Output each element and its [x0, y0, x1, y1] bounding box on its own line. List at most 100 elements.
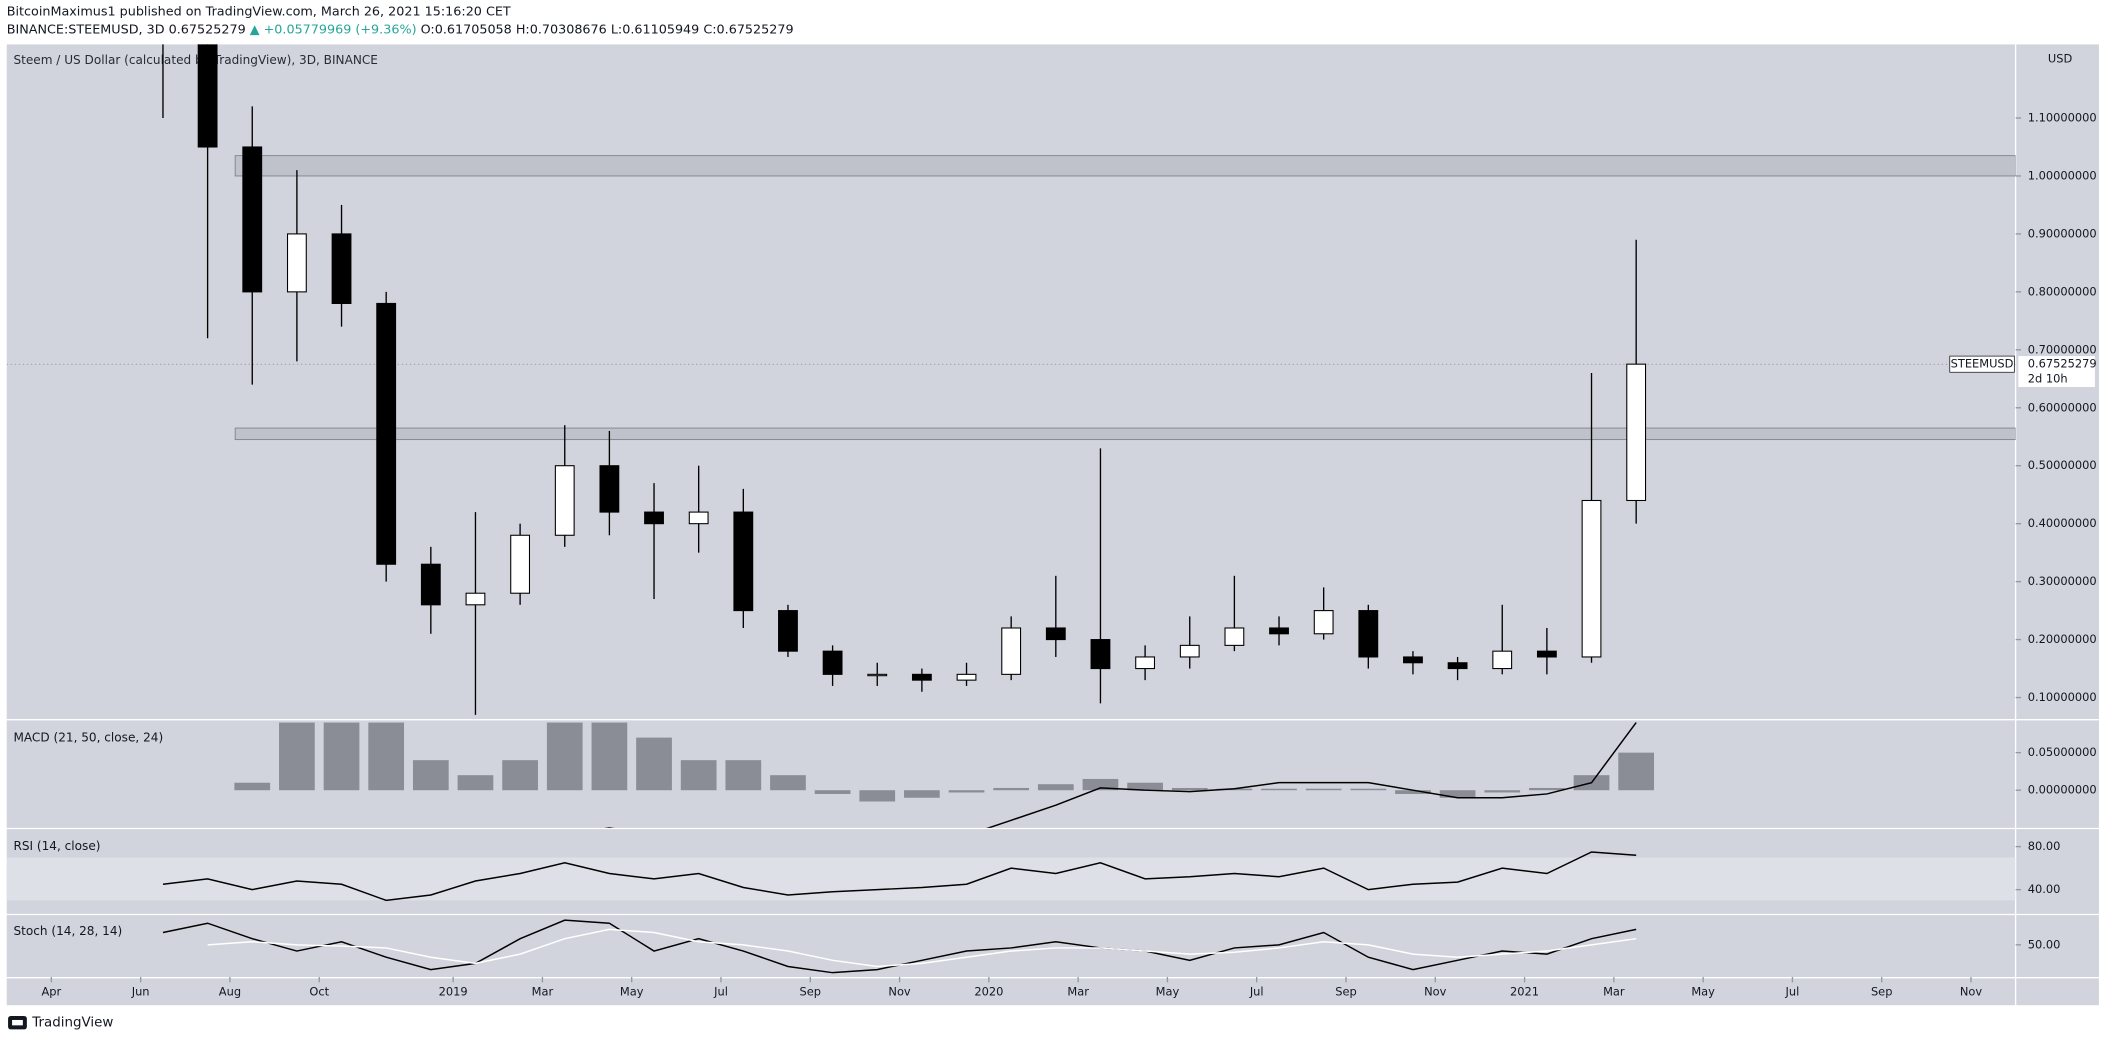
macd-histogram-bar [234, 782, 271, 791]
macd-histogram-bar [502, 760, 538, 791]
x-tick-label: 2020 [974, 984, 1003, 998]
x-tick-label: Mar [532, 984, 554, 998]
macd-histogram-bar [1037, 784, 1074, 791]
candle-body [1045, 627, 1066, 641]
x-tick-label: Nov [1960, 984, 1983, 998]
indicator-line [207, 928, 1637, 968]
macd-histogram-bar [1127, 782, 1163, 791]
pane-title: Stoch (14, 28, 14) [13, 924, 122, 938]
candle-body [688, 511, 709, 525]
candle-body [1626, 363, 1647, 502]
macd-histogram-bar [770, 775, 806, 791]
x-tick-label: Jul [713, 984, 728, 998]
y-tick-label: 0.20000000 [2028, 632, 2097, 646]
macd-histogram-bar [1305, 788, 1342, 791]
x-tick-label: Apr [41, 984, 61, 998]
candle-body [376, 302, 397, 565]
y-tick-label: 1.10000000 [2028, 111, 2097, 125]
candle-body [1358, 610, 1379, 658]
rsi-band [6, 857, 2016, 901]
macd-histogram-bar [725, 760, 762, 791]
candle-body [286, 233, 307, 293]
macd-histogram-bar [814, 790, 851, 794]
x-tick-label: Aug [219, 984, 241, 998]
last-price-symbol: STEEMUSD [1951, 357, 2014, 371]
macd-histogram-bar [859, 790, 896, 802]
y-tick-label: 40.00 [2028, 882, 2061, 896]
x-tick-label: 2021 [1510, 984, 1539, 998]
x-tick-label: Mar [1067, 984, 1089, 998]
macd-histogram-bar [412, 760, 449, 791]
pane-title: RSI (14, close) [13, 839, 100, 853]
macd-histogram-bar [591, 722, 628, 791]
candle-body [1536, 650, 1557, 658]
y-tick-label: 0.90000000 [2028, 226, 2097, 240]
macd-histogram-bar [1439, 790, 1476, 798]
x-tick-label: Nov [1424, 984, 1447, 998]
y-tick-label: 0.60000000 [2028, 400, 2097, 414]
last-price-symbol-box [1949, 355, 2015, 373]
x-tick-label: Jul [1249, 984, 1264, 998]
macd-histogram-bar [1171, 787, 1208, 791]
y-tick-label: 0.70000000 [2028, 342, 2097, 356]
candle-body [197, 44, 218, 148]
candle-body [599, 465, 620, 513]
ohlc: O:0.61705058 H:0.70308676 L:0.61105949 C… [421, 22, 794, 37]
x-tick-label: May [1691, 984, 1715, 998]
y-tick-label: 0.80000000 [2028, 284, 2097, 298]
pane [162, 919, 1637, 974]
candle-body [1581, 499, 1602, 658]
price: 0.67525279 [169, 22, 246, 37]
y-tick-label: 0.05000000 [2028, 745, 2097, 759]
candle-body [1224, 627, 1245, 646]
candle-body [465, 592, 486, 606]
macd-histogram-bar [1082, 778, 1119, 791]
candle-body [420, 563, 441, 606]
macd-histogram-bar [1618, 752, 1655, 791]
macd-histogram-bar [1529, 787, 1565, 791]
candle-body [867, 673, 888, 677]
resistance-zone [234, 155, 2016, 177]
pane-title: MACD (21, 50, close, 24) [13, 730, 163, 744]
macd-histogram-bar [457, 775, 494, 791]
macd-histogram-bar [636, 737, 672, 791]
x-tick-label: Nov [888, 984, 911, 998]
macd-histogram-bar [368, 722, 405, 791]
last-price-box [2018, 356, 2095, 388]
candle-body [733, 511, 754, 612]
candle-body [1269, 627, 1289, 635]
macd-histogram-bar [1216, 788, 1253, 791]
macd-histogram-bar [323, 722, 360, 791]
macd-histogram-bar [279, 722, 315, 791]
candle-body [1313, 610, 1334, 635]
y-tick-label: 0.40000000 [2028, 516, 2097, 530]
x-tick-label: Jun [131, 984, 150, 998]
y-tick-label: 0.50000000 [2028, 458, 2097, 472]
pane [6, 851, 2016, 902]
y-tick-label: 0.10000000 [2028, 690, 2097, 704]
y-tick-label: 50.00 [2028, 937, 2061, 951]
macd-histogram-bar [904, 790, 940, 798]
chart-background [6, 44, 2099, 1006]
y-unit: USD [2048, 52, 2073, 66]
chart-title: Steem / US Dollar (calculated by Trading… [13, 53, 377, 67]
indicator-line [604, 722, 1637, 828]
y-tick-label: 0.30000000 [2028, 574, 2097, 588]
macd-histogram-bar [680, 760, 717, 791]
author-line: BitcoinMaximus1 published on TradingView… [7, 5, 511, 20]
y-tick-label: 0.00000000 [2028, 783, 2097, 797]
x-tick-label: 2019 [439, 984, 468, 998]
symbol: BINANCE:STEEMUSD, 3D [7, 22, 165, 37]
candle-body [1090, 639, 1111, 670]
x-tick-label: May [1156, 984, 1180, 998]
resistance-zone [234, 427, 2016, 441]
last-price-value: 0.67525279 [2028, 357, 2097, 371]
last-price-countdown: 2d 10h [2028, 371, 2068, 385]
macd-histogram-bar [1484, 790, 1521, 793]
x-tick-label: Sep [800, 984, 822, 998]
candle-body [1179, 644, 1200, 658]
tradingview-logo [8, 1015, 27, 1030]
candle-body [510, 534, 531, 594]
x-tick-label: Mar [1603, 984, 1625, 998]
